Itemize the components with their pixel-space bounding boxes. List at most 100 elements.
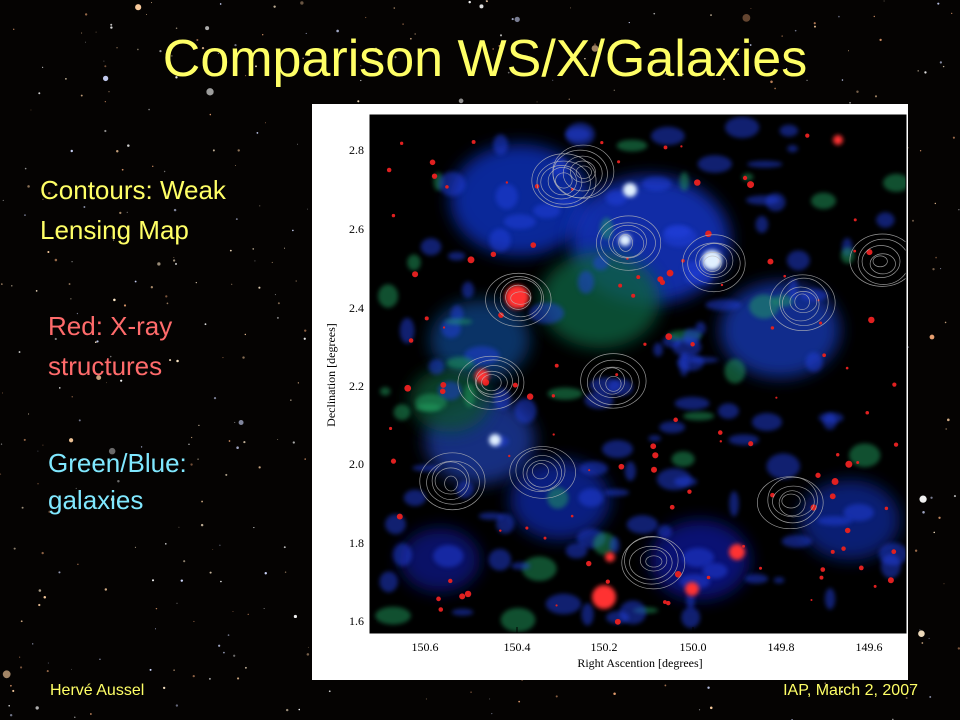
star <box>155 607 158 610</box>
star <box>653 12 656 15</box>
contour <box>569 160 596 183</box>
star <box>219 544 221 546</box>
contour <box>467 359 520 403</box>
contour <box>510 291 531 305</box>
star <box>856 90 859 93</box>
galaxy-blob <box>883 173 906 192</box>
contour <box>695 243 734 278</box>
star <box>109 355 112 358</box>
star <box>252 248 255 250</box>
contour <box>781 286 820 322</box>
star <box>940 268 942 270</box>
star <box>165 295 168 298</box>
star <box>27 185 30 188</box>
xray-spot <box>819 321 823 325</box>
xray-spot <box>866 249 873 256</box>
star <box>68 283 71 285</box>
star <box>206 88 214 96</box>
star <box>231 283 233 285</box>
galaxy-blob <box>702 562 728 579</box>
contour <box>499 278 542 318</box>
star <box>76 312 79 315</box>
contour <box>624 535 679 585</box>
xray-spot <box>391 213 396 218</box>
star <box>957 647 960 650</box>
star <box>104 129 107 133</box>
star <box>213 397 217 400</box>
xray-spot <box>705 230 712 238</box>
galaxy-blob <box>724 358 746 384</box>
star <box>935 256 937 259</box>
star <box>838 15 840 18</box>
galaxy-glow <box>540 252 660 348</box>
star <box>470 691 472 693</box>
xray-spot <box>643 342 647 346</box>
star <box>227 634 230 636</box>
contour <box>596 215 662 271</box>
bright-galaxy <box>619 234 631 246</box>
star <box>924 71 927 74</box>
star <box>360 65 362 67</box>
contour <box>861 245 901 279</box>
contour <box>687 242 741 285</box>
star <box>698 709 701 711</box>
star <box>135 4 142 11</box>
galaxy-blob <box>626 515 659 534</box>
note-line: Red: X-ray <box>48 311 172 341</box>
star <box>110 26 113 29</box>
star <box>305 32 307 34</box>
star <box>498 45 501 47</box>
star <box>806 79 808 82</box>
star <box>939 61 943 64</box>
star <box>9 713 13 717</box>
star <box>953 495 956 498</box>
star <box>934 202 936 205</box>
x-tick-label: 150.6 <box>412 640 439 654</box>
galaxy-blob <box>447 251 466 261</box>
star <box>229 249 232 252</box>
star <box>46 670 49 673</box>
star <box>218 644 221 647</box>
star <box>59 387 61 389</box>
star <box>905 697 908 699</box>
star <box>173 208 177 212</box>
galaxy-blob <box>679 172 690 191</box>
star <box>178 526 180 528</box>
contour <box>532 463 549 480</box>
star <box>175 27 178 30</box>
star <box>47 662 49 664</box>
star <box>254 260 256 262</box>
galaxy-blob <box>445 318 473 325</box>
star <box>242 356 245 359</box>
star <box>95 31 97 33</box>
star <box>106 382 108 384</box>
xray-spot <box>499 529 502 532</box>
star <box>300 1 304 5</box>
contour <box>505 284 532 310</box>
venue-date: IAP, March 2, 2007 <box>783 682 918 699</box>
xray-spot <box>767 258 774 265</box>
star <box>659 47 662 50</box>
star <box>273 5 276 8</box>
bright-galaxy <box>623 183 637 197</box>
xray-spot <box>408 338 414 343</box>
star <box>151 579 155 582</box>
galaxy-blob <box>375 606 411 625</box>
star <box>198 424 200 426</box>
star <box>236 677 240 680</box>
star <box>2 199 4 201</box>
contour <box>789 291 818 313</box>
galaxy-blob <box>705 299 742 311</box>
star <box>799 48 802 51</box>
star <box>233 654 236 657</box>
star <box>104 101 106 103</box>
star <box>910 686 912 688</box>
star <box>175 76 178 79</box>
star <box>841 79 844 81</box>
star <box>938 516 941 519</box>
notes: Contours: Weak Lensing Map Red: X-ray st… <box>40 175 227 515</box>
star <box>65 78 67 80</box>
star <box>71 396 73 398</box>
star <box>425 698 427 700</box>
star <box>402 23 404 25</box>
